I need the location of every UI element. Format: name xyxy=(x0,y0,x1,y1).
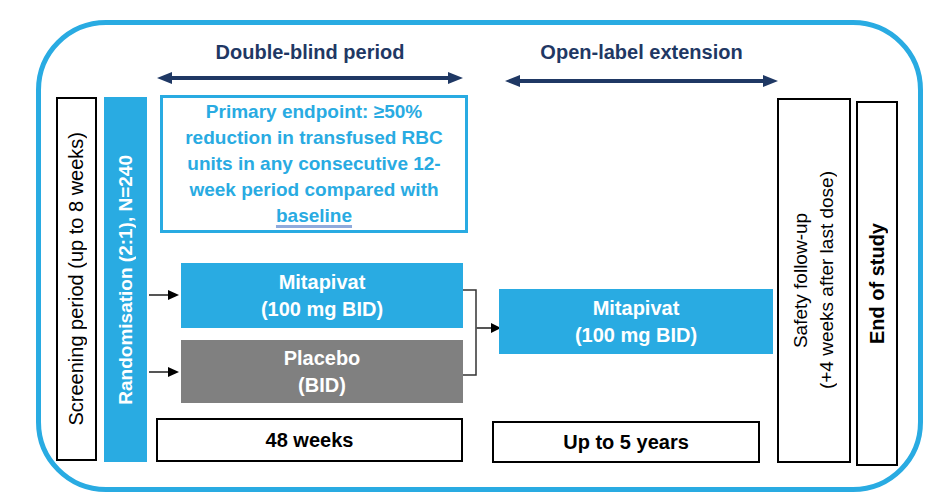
placebo-box: Placebo (BID) xyxy=(181,340,463,403)
double-blind-duration-label: 48 weeks xyxy=(266,429,354,452)
randomisation-label: Randomisation (2:1), N=240 xyxy=(115,155,137,405)
mitapivat-double-blind-box: Mitapivat (100 mg BID) xyxy=(181,263,463,328)
end-of-study-label: End of study xyxy=(866,223,889,344)
double-blind-period-title: Double-blind period xyxy=(157,40,463,64)
primary-endpoint-text: Primary endpoint: ≥50% reduction in tran… xyxy=(173,99,455,229)
arms-merge-bracket-icon xyxy=(460,283,504,383)
open-label-duration-label: Up to 5 years xyxy=(563,431,689,454)
double-blind-duration-box: 48 weeks xyxy=(156,418,463,462)
safety-follow-up-label: Safety follow-up (+4 weeks after last do… xyxy=(788,171,840,389)
study-design-diagram: Double-blind period Open-label extension… xyxy=(0,0,940,498)
double-blind-span-arrow-icon xyxy=(157,70,463,86)
mitapivat-open-label-label: Mitapivat (100 mg BID) xyxy=(575,295,697,349)
placebo-label: Placebo (BID) xyxy=(284,345,361,399)
randomisation-box: Randomisation (2:1), N=240 xyxy=(104,97,147,462)
arrow-to-placebo-icon xyxy=(149,365,179,379)
safety-follow-up-box: Safety follow-up (+4 weeks after last do… xyxy=(777,98,851,463)
mitapivat-double-blind-label: Mitapivat (100 mg BID) xyxy=(261,269,383,323)
open-label-extension-title: Open-label extension xyxy=(505,40,778,64)
screening-period-box: Screening period (up to 8 weeks) xyxy=(56,97,97,461)
open-label-duration-box: Up to 5 years xyxy=(492,421,760,463)
primary-endpoint-baseline-underlined: baseline xyxy=(276,205,352,226)
open-label-span-arrow-icon xyxy=(505,73,778,89)
mitapivat-open-label-box: Mitapivat (100 mg BID) xyxy=(499,289,773,354)
arrow-to-mitapivat-icon xyxy=(149,288,179,302)
screening-period-label: Screening period (up to 8 weeks) xyxy=(65,132,88,426)
primary-endpoint-box: Primary endpoint: ≥50% reduction in tran… xyxy=(160,95,468,233)
end-of-study-box: End of study xyxy=(856,101,898,466)
